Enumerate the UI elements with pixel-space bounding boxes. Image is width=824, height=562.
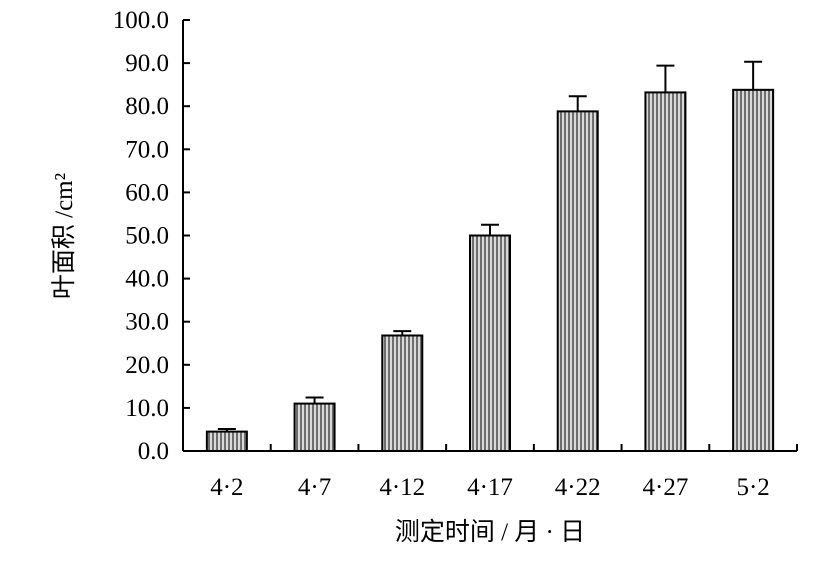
y-tick-label: 0.0: [138, 438, 169, 465]
y-tick-label: 100.0: [113, 7, 169, 34]
x-tick-label: 4·27: [643, 474, 689, 501]
y-tick-label: 80.0: [125, 93, 169, 120]
x-tick-label: 5·2: [736, 474, 769, 501]
x-axis-title: 测定时间 / 月 · 日: [395, 518, 585, 546]
bar: [644, 91, 687, 453]
x-tick-label: 4·12: [379, 474, 425, 501]
bar: [732, 88, 775, 453]
y-tick-label: 40.0: [125, 266, 169, 293]
y-tick-label: 10.0: [125, 395, 169, 422]
y-tick-label: 90.0: [125, 50, 169, 77]
axes-layer: 0.0 10.0 20.0 30.0 40.0 50.0 60.0 70.0 80.0 90.0 1…: [113, 7, 798, 501]
y-tick-label: 50.0: [125, 223, 169, 250]
y-tick-label: 30.0: [125, 309, 169, 336]
x-tick-label: 4·7: [298, 474, 331, 501]
x-tick-label: 4·2: [210, 474, 243, 501]
bar: [556, 110, 599, 452]
bars-layer: [205, 60, 775, 453]
y-tick-label: 60.0: [125, 179, 169, 206]
y-tick-label: 70.0: [125, 136, 169, 163]
x-tick-label: 4·22: [555, 474, 601, 501]
bar: [469, 234, 511, 452]
y-axis-title: 叶面积 /cm²: [50, 173, 78, 299]
y-tick-label: 20.0: [125, 352, 169, 379]
bar: [293, 402, 336, 452]
bar: [205, 430, 248, 453]
x-tick-label: 4·17: [467, 474, 513, 501]
bar: [381, 334, 424, 453]
